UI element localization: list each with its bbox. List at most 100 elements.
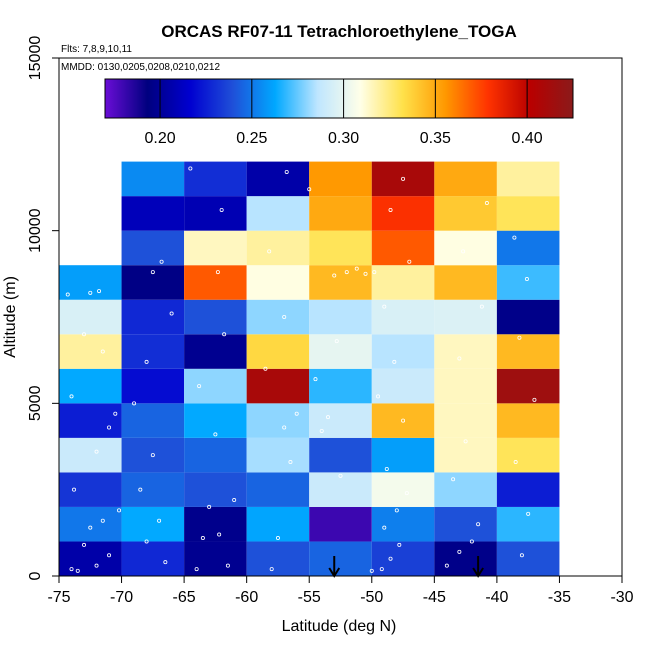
heatmap-cell [59,437,122,473]
y-tick-label: 5000 [27,385,44,421]
track-point [150,453,155,458]
track-point [282,314,287,319]
colorbar-tick-label: 0.20 [144,130,175,147]
heatmap-cell [309,541,372,576]
track-point [82,332,87,337]
heatmap-cell [121,196,185,231]
heatmap-cell [309,368,372,404]
track-point [94,563,99,568]
heatmap-cell [496,334,560,369]
heatmap-cell [371,161,435,197]
track-point [215,270,220,275]
heatmap-cell [434,196,497,231]
track-point [382,304,387,309]
track-point [479,304,484,309]
heatmap-cell [309,196,372,231]
track-point [107,425,112,430]
heatmap-cell [59,299,122,335]
track-point [144,539,149,544]
track-point [72,487,77,492]
track-point [69,394,74,399]
track-point [384,466,389,471]
heatmap-cell [371,472,435,507]
track-point [457,356,462,361]
heatmap-cell [246,299,310,335]
heatmap-cell [434,265,497,300]
heatmap-cell [184,265,247,300]
track-point [94,449,99,454]
heatmap-cell [246,334,310,369]
heatmap-cell [309,472,372,507]
track-point [388,556,393,561]
heatmap-cell [434,541,497,576]
track-point [288,460,293,465]
track-point [532,397,537,402]
heatmap-cell [246,265,310,300]
heatmap-cell [121,541,185,576]
track-point [197,384,202,389]
heatmap-cell [496,196,560,231]
track-point [444,563,449,568]
y-axis-label: Altitude (m) [2,276,19,358]
track-point [344,270,349,275]
heatmap-cell [121,368,185,404]
heatmap-cell [434,437,497,473]
dates-subtitle: MMDD: 0130,0205,0208,0210,0212 [61,62,220,73]
track-point [379,567,384,572]
heatmap-cell [59,334,122,369]
track-point [524,277,529,282]
heatmap-cell [434,472,497,507]
heatmap-cell [184,541,247,576]
x-tick-label: -50 [360,589,383,606]
heatmap-cell [434,230,497,266]
heatmap-cell [434,299,497,335]
flight-track-points [65,166,537,573]
x-axis: -75 -70 -65 -60 -55 -50 -45 -40 -35 -30 [47,576,634,606]
heatmap-cell [496,541,560,576]
heatmap-cells [59,161,560,576]
track-point [334,339,339,344]
track-point [526,511,531,516]
track-point [519,553,524,558]
track-point [397,542,402,547]
track-point [75,568,80,573]
x-tick-label: -60 [235,589,258,606]
heatmap-cell [184,437,247,473]
heatmap-cell [496,506,560,542]
heatmap-cell [309,299,372,335]
heatmap-cell [59,403,122,438]
track-point [369,568,374,573]
track-point [107,553,112,558]
track-point [294,411,299,416]
track-point [100,518,105,523]
track-point [275,536,280,541]
track-point [407,259,412,264]
track-point [157,518,162,523]
track-point [217,532,222,537]
heatmap-cell [371,541,435,576]
heatmap-cell [496,265,560,300]
heatmap-cell [309,265,372,300]
heatmap-cell [309,437,372,473]
track-point [150,270,155,275]
heatmap-cell [371,299,435,335]
track-point [97,289,102,294]
heatmap-cell [434,368,497,404]
y-tick-label: 10000 [27,208,44,253]
colorbar-tick-label: 0.25 [236,130,267,147]
heatmap-cell [184,368,247,404]
heatmap-cell [371,437,435,473]
heatmap-cell [121,403,185,438]
heatmap-cell [59,506,122,542]
track-point [219,207,224,212]
track-point [388,207,393,212]
track-point [82,542,87,547]
track-point [188,166,193,171]
heatmap-cell [309,230,372,266]
chart-title: ORCAS RF07-11 Tetrachloroethylene_TOGA [161,22,517,41]
track-point [207,504,212,509]
heatmap-cell [309,506,372,542]
heatmap-cell [121,506,185,542]
heatmap-cell [184,506,247,542]
heatmap-cell [371,265,435,300]
